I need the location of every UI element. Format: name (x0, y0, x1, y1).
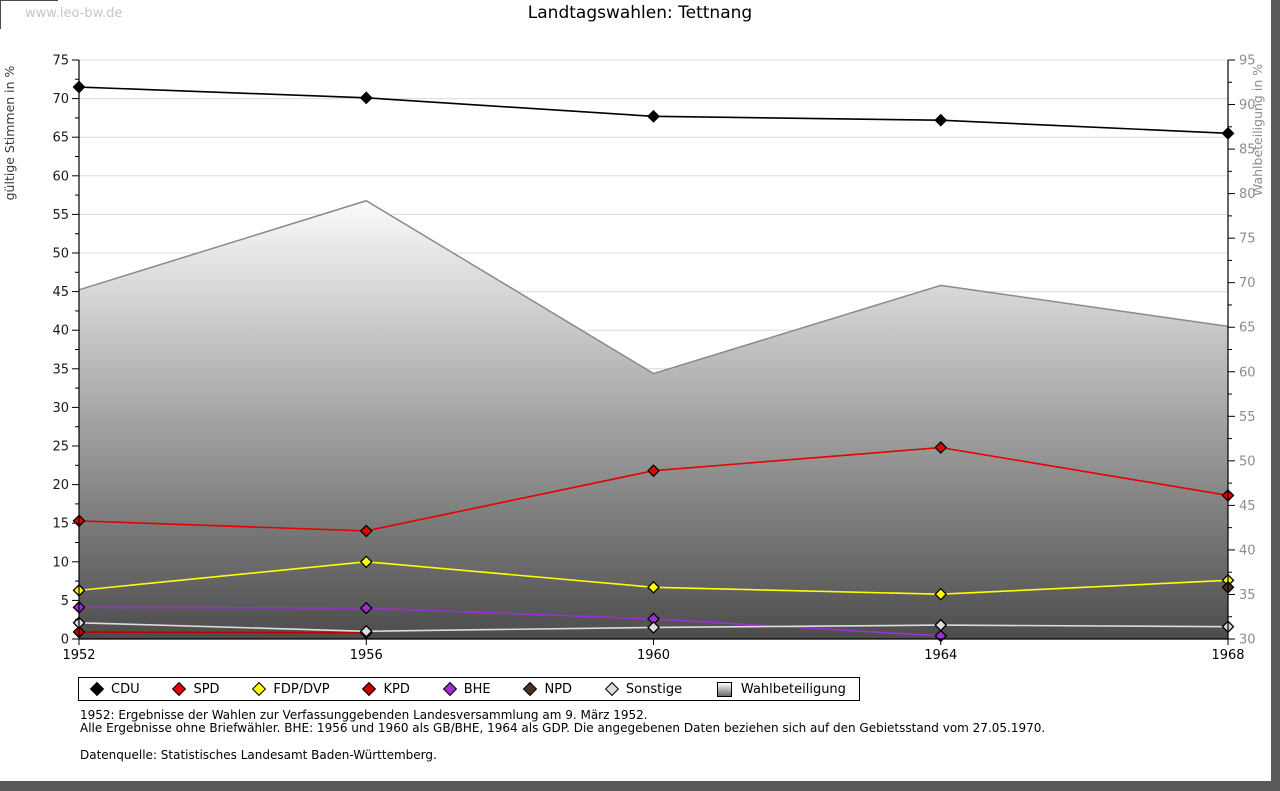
left-tick-label: 75 (52, 54, 69, 69)
left-tick-label: 30 (52, 401, 69, 416)
right-tick-label: 55 (1239, 410, 1256, 425)
right-tick-label: 75 (1239, 232, 1256, 247)
right-tick-label: 95 (1239, 54, 1256, 69)
election-chart: 0 5 10 15 20 25 30 35 40 45 50 55 60 65 70 75 30 35 40 45 50… (2, 54, 1265, 664)
legend-label: NPD (544, 681, 573, 697)
legend-item-wahlbeteiligung: Wahlbeteiligung (716, 681, 846, 697)
left-tick-label: 35 (52, 362, 69, 377)
npd-diamond-icon (523, 681, 538, 697)
legend-label: CDU (111, 681, 140, 697)
left-axis-title: gültige Stimmen in % (2, 65, 17, 200)
left-tick-label: 65 (52, 131, 69, 146)
left-tick-label: 10 (52, 555, 69, 570)
left-tick-label: 25 (52, 440, 69, 455)
line-bhe (78, 606, 941, 637)
bhe-diamond-icon (442, 681, 457, 697)
left-tick-label: 15 (52, 517, 69, 532)
legend-label: FDP/DVP (273, 681, 330, 697)
left-tick-label: 20 (52, 478, 69, 493)
right-tick-label: 90 (1239, 98, 1256, 113)
legend-label: Wahlbeteiligung (740, 681, 846, 697)
legend-item-cdu: CDU (89, 681, 140, 697)
right-tick-label: 70 (1239, 276, 1256, 291)
frame-edge-bottom (0, 781, 1280, 791)
legend-item-bhe: BHE (442, 681, 491, 697)
markers-cdu (72, 80, 1235, 140)
fdp-diamond-icon (252, 681, 267, 697)
footnote-methodology: Alle Ergebnisse ohne Briefwähler. BHE: 1… (80, 721, 1046, 735)
right-tick-label: 85 (1239, 143, 1256, 158)
area-wahlbeteiligung-edge (78, 199, 1229, 375)
left-tick-label: 0 (61, 633, 69, 648)
page-title: Landtagswahlen: Tettnang (527, 3, 753, 23)
right-axis-ticks: 30 35 40 45 50 55 60 65 70 75 80 85 90 95 (1228, 54, 1256, 648)
right-tick-label: 35 (1239, 588, 1256, 603)
right-tick-label: 45 (1239, 499, 1256, 514)
left-tick-label: 60 (52, 169, 69, 184)
spd-diamond-icon (172, 681, 187, 697)
left-tick-label: 40 (52, 324, 69, 339)
legend-item-fdp: FDP/DVP (252, 681, 330, 697)
left-axis-ticks: 0 5 10 15 20 25 30 35 40 45 50 55 60 65 70 75 (52, 54, 79, 648)
legend-label: KPD (383, 681, 410, 697)
x-tick-label: 1968 (1211, 648, 1244, 663)
right-tick-label: 60 (1239, 365, 1256, 380)
right-tick-label: 40 (1239, 543, 1256, 558)
wahlbeteiligung-area-icon (716, 681, 732, 697)
left-tick-label: 70 (52, 92, 69, 107)
right-tick-label: 80 (1239, 187, 1256, 202)
footnote-1952: 1952: Ergebnisse der Wahlen zur Verfassu… (80, 708, 648, 722)
legend-label: SPD (193, 681, 220, 697)
x-tick-label: 1960 (637, 648, 670, 663)
x-tick-label: 1952 (62, 648, 95, 663)
chart-legend: CDU SPD FDP/DVP KPD BHE NPD Sonstige Wah… (78, 677, 860, 701)
frame-edge-right (1271, 0, 1280, 781)
line-kpd (78, 631, 367, 634)
legend-item-npd: NPD (523, 681, 573, 697)
left-tick-label: 5 (61, 594, 69, 609)
legend-item-sonstige: Sonstige (604, 681, 683, 697)
cdu-diamond-icon (89, 681, 105, 697)
x-tick-label: 1956 (350, 648, 383, 663)
right-tick-label: 50 (1239, 454, 1256, 469)
frame-corner-top (0, 0, 58, 1)
legend-label: Sonstige (625, 681, 683, 697)
legend-item-spd: SPD (172, 681, 220, 697)
kpd-diamond-icon (362, 681, 377, 697)
legend-item-kpd: KPD (362, 681, 410, 697)
right-tick-label: 30 (1239, 633, 1256, 648)
legend-label: BHE (463, 681, 491, 697)
left-tick-label: 55 (52, 208, 69, 223)
left-tick-label: 45 (52, 285, 69, 300)
x-axis-ticks: 1952 1956 1960 1964 1968 (62, 639, 1245, 663)
footnote-source: Datenquelle: Statistisches Landesamt Bad… (80, 748, 437, 762)
right-tick-label: 65 (1239, 321, 1256, 336)
frame-corner-left (0, 0, 1, 29)
left-tick-label: 50 (52, 247, 69, 262)
site-watermark: www.leo-bw.de (25, 6, 123, 21)
x-tick-label: 1964 (924, 648, 957, 663)
sonstige-diamond-icon (604, 681, 619, 697)
right-axis-title: Wahlbeteiligung in % (1250, 64, 1265, 196)
